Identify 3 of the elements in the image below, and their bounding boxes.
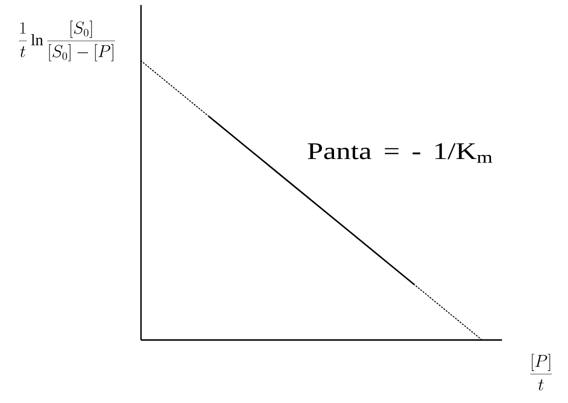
annotation: Panta = - 1/K$_{m}$: [308, 143, 492, 163]
x-axis-title: $\frac{[P]}{t}$: [530, 354, 552, 390]
y-axis-title: $\frac{1}{t}\ln\frac{[S_0]}{[S_0]-[P]}$: [18, 20, 116, 62]
